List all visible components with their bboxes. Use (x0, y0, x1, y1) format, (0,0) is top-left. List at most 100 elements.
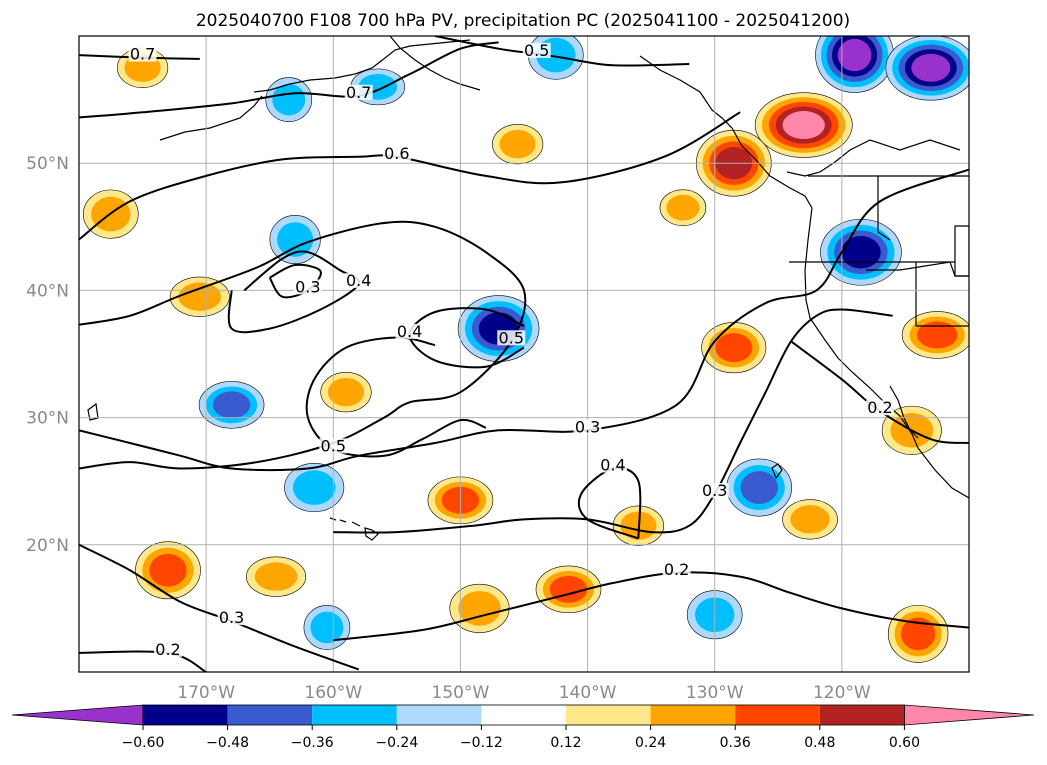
pv-contour-line (305, 336, 487, 458)
pv-contour-label-bg (599, 457, 627, 473)
pv-contour-label: 0.3 (219, 608, 244, 627)
precip-anomaly (885, 36, 969, 101)
precip-anomaly (449, 583, 510, 633)
pv-contour-label: 0.6 (384, 144, 409, 163)
pv-contour-label-bg (662, 561, 691, 577)
precip-anomaly (265, 77, 313, 122)
pv-contour-label: 0.2 (664, 560, 689, 579)
latitude-tick-labels: 20°N 30°N 40°N 50°N (26, 154, 69, 556)
colorbar-tick-label: 0.48 (804, 735, 835, 751)
colorbar-tick-label: 0.60 (889, 735, 920, 751)
precip-anomaly-band (798, 510, 822, 528)
precip-anomaly (659, 189, 707, 227)
precip-anomaly (782, 499, 838, 540)
precip-anomaly-band (843, 44, 866, 66)
map-frame (78, 35, 970, 673)
precip-anomaly (284, 463, 345, 513)
colorbar-segment (143, 705, 228, 725)
precip-anomaly (535, 565, 602, 614)
precip-anomaly-band (335, 383, 357, 401)
precip-anomaly-band (924, 326, 950, 344)
gridlines (79, 36, 969, 672)
precip-anomaly (246, 556, 307, 597)
pv-contour-label: 0.4 (346, 271, 371, 290)
pv-contour-label-bg (382, 145, 411, 161)
lat-tick-label: 50°N (26, 154, 69, 174)
precip-anomaly-band (789, 115, 818, 135)
precip-anomaly-band (672, 199, 693, 216)
precip-anomaly-band (301, 477, 328, 499)
colorbar-extend-min (11, 704, 144, 726)
pv-contour-label-bg (395, 323, 424, 339)
pv-contour-label-bg (344, 273, 373, 289)
pv-contour-label: 0.7 (130, 45, 155, 64)
precip-anomaly-band (316, 617, 337, 637)
precip-anomaly-band (263, 568, 289, 586)
pv-contour-label-bg (128, 46, 157, 62)
colorbar-tick-label: 0.12 (550, 735, 581, 751)
colorbar-tick-label: −0.24 (375, 735, 418, 751)
lon-tick-label: 120°W (813, 683, 871, 703)
pv-contour-label-bg (573, 419, 602, 435)
colorbar-segment (481, 705, 566, 725)
pv-contour-label: 0.2 (155, 640, 180, 659)
precip-anomaly (887, 604, 949, 663)
precip-anomaly (726, 458, 793, 517)
pv-contour-label-bg (293, 279, 322, 295)
precip-anomaly-band (156, 559, 180, 581)
pv-contour-line (79, 168, 969, 472)
colorbar-tick-label: 0.36 (720, 735, 751, 751)
colorbar-frame (142, 704, 905, 726)
pv-contour-line (333, 308, 893, 534)
pv-contour-label: 0.4 (397, 322, 422, 341)
precip-anomaly (320, 372, 372, 413)
pv-contour-label-bg (866, 400, 894, 416)
colorbar-tick-label: −0.60 (122, 735, 165, 751)
lon-tick-label: 140°W (559, 683, 617, 703)
pv-contour-label: 0.3 (575, 417, 600, 436)
lon-tick-label: 160°W (304, 683, 362, 703)
precip-anomaly-band (131, 59, 154, 77)
pv-contour-label-bg (497, 330, 526, 346)
colorbar-segment (735, 705, 820, 725)
colorbar: −0.60 −0.48 −0.36 −0.24 −0.12 0.12 0.24 0.36 0.4… (11, 704, 1035, 751)
lat-tick-label: 30°N (26, 409, 69, 429)
pv-contour-label-bg (217, 610, 246, 626)
pv-contour-line (79, 543, 360, 671)
pv-contour-label: 0.5 (524, 41, 549, 60)
precip-anomaly (198, 381, 265, 429)
precip-anomaly (820, 218, 902, 286)
colorbar-tick-label: 0.24 (635, 735, 666, 751)
colorbar-tick-label: −0.36 (291, 735, 334, 751)
pv-contour-line (577, 466, 642, 540)
pv-contour-line (79, 220, 527, 470)
colorbar-segment (566, 705, 651, 725)
precip-anomaly-band (747, 477, 772, 498)
map-area: 0.70.70.60.50.50.50.40.40.40.30.30.30.30… (78, 35, 970, 673)
colorbar-tick-label: −0.12 (460, 735, 503, 751)
pv-contour-label-bg (319, 438, 348, 454)
pv-contour-label: 0.3 (702, 481, 727, 500)
colorbar-tick-label: −0.48 (206, 735, 249, 751)
pv-contour-label: 0.5 (321, 436, 346, 455)
precip-anomaly (135, 541, 201, 600)
precip-anomaly-band (907, 623, 929, 645)
precip-anomaly-band (219, 396, 244, 414)
lon-tick-label: 170°W (177, 683, 235, 703)
pv-contour-labels: 0.70.70.60.50.50.50.40.40.40.30.30.30.30… (128, 41, 894, 659)
pv-contour-label: 0.5 (499, 328, 524, 347)
longitude-tick-labels: 170°W 160°W 150°W 140°W 130°W 120°W (177, 683, 871, 703)
precip-anomaly (303, 605, 351, 650)
pv-contour-label-bg (154, 641, 182, 657)
pv-contour-label: 0.7 (346, 83, 371, 102)
colorbar-segment (227, 705, 313, 725)
precip-anomaly (492, 124, 544, 165)
lat-tick-label: 20°N (26, 536, 69, 556)
pv-contour-line (79, 41, 499, 119)
precip-anomaly-band (847, 241, 874, 263)
precip-anomaly-band (556, 580, 581, 598)
colorbar-segment (650, 705, 736, 725)
pv-contour-label: 0.3 (295, 277, 320, 296)
pv-contour-label: 0.2 (867, 398, 892, 417)
